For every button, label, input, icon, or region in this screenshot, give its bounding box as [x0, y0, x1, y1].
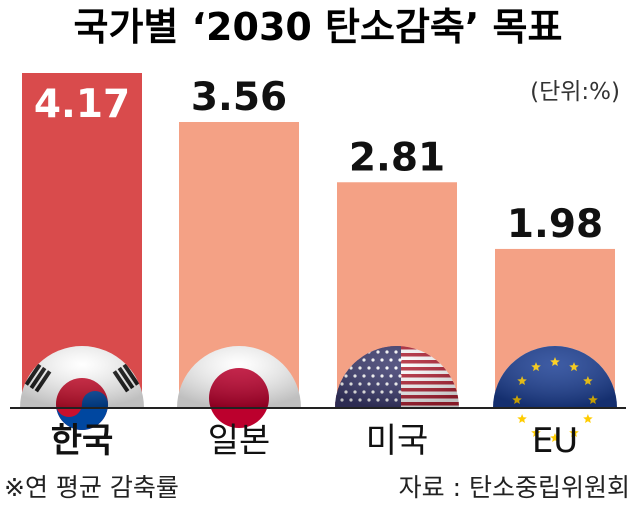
- bars-group: [22, 73, 615, 409]
- value-label-4: 1.98: [507, 202, 603, 247]
- flags-group: [20, 346, 617, 442]
- category-label-4: EU: [532, 421, 578, 461]
- category-label-1: 한국: [51, 421, 114, 461]
- footnote: ※연 평균 감축률: [4, 473, 179, 502]
- unit-label: (단위:%): [530, 79, 620, 105]
- chart-title: 국가별 ‘2030 탄소감축’ 목표: [74, 5, 563, 49]
- value-label-2: 3.56: [191, 75, 287, 120]
- category-label-2: 일본: [208, 421, 271, 461]
- value-label-1: 4.17: [34, 82, 130, 127]
- source-note: 자료 : 탄소중립위원회: [399, 473, 630, 502]
- category-labels-group: 한국 일본 미국 EU: [51, 421, 578, 461]
- value-labels-group: 4.17 3.56 2.81 1.98: [34, 75, 603, 247]
- value-label-3: 2.81: [349, 135, 445, 180]
- category-label-3: 미국: [366, 421, 429, 461]
